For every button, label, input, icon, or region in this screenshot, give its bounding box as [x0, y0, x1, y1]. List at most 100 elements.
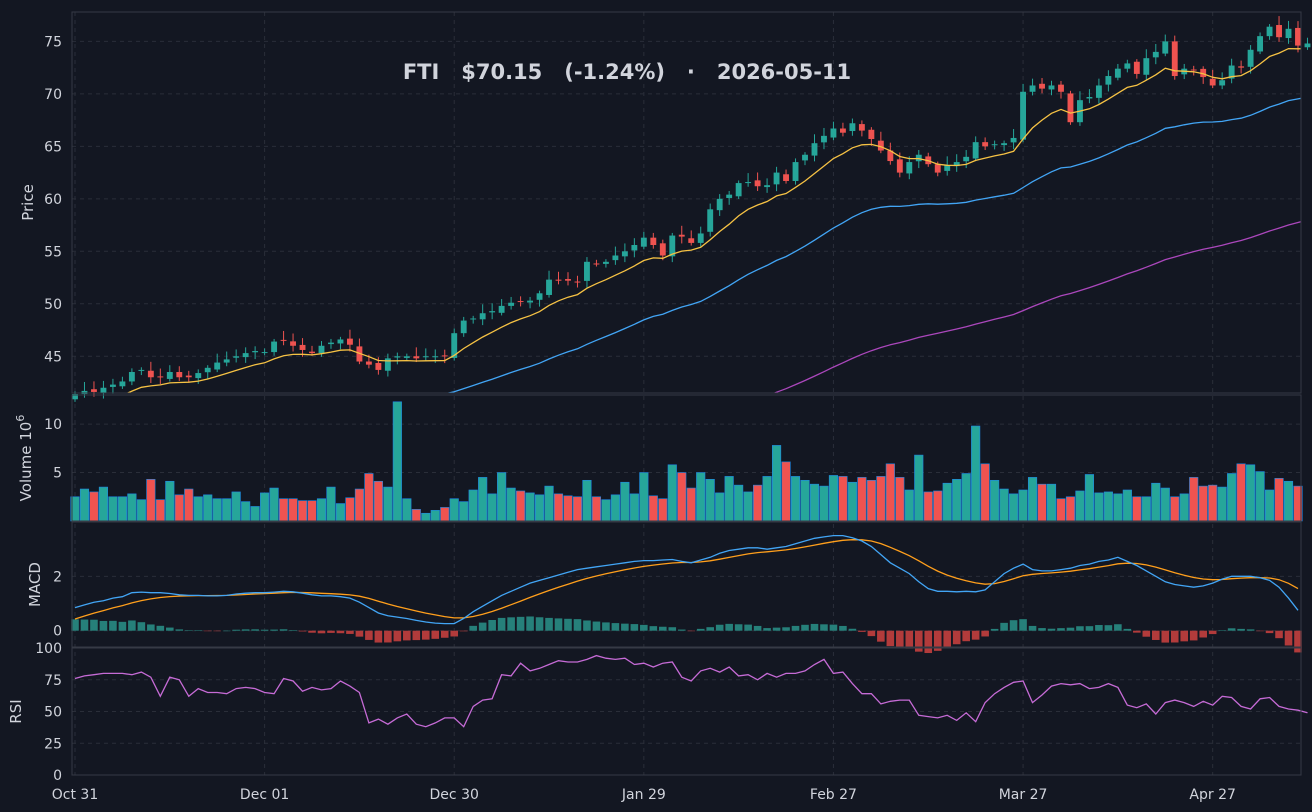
volume-bar [838, 476, 848, 522]
candle-body [678, 234, 685, 237]
macd-histogram-bar [659, 626, 667, 631]
macd-histogram-bar [554, 618, 563, 631]
macd-histogram-bar [118, 621, 127, 631]
candle-body [726, 194, 733, 198]
volume-bar [544, 485, 554, 522]
candle-body [451, 333, 458, 358]
volume-bar [354, 488, 364, 522]
volume-bar [1283, 480, 1294, 522]
candle-body [1257, 36, 1264, 52]
volume-bar [165, 480, 175, 522]
volume-bar [819, 485, 829, 522]
macd-histogram-bar [222, 630, 231, 632]
candle-body [109, 384, 116, 387]
candle-body [1162, 41, 1169, 54]
macd-histogram-bar [80, 619, 89, 631]
volume-bar [1132, 496, 1142, 522]
macd-histogram-bar [488, 619, 496, 631]
volume-bar [1094, 492, 1104, 522]
candle-body [1039, 83, 1045, 89]
macd-histogram-bar [270, 629, 278, 631]
volume-bar [601, 499, 611, 522]
volume-bar [335, 503, 346, 522]
candle-body [81, 390, 88, 395]
volume-bar [800, 479, 810, 522]
rsi-y-tick-label: 100 [35, 641, 62, 657]
volume-bar [1122, 489, 1132, 522]
macd-histogram-bar [1028, 625, 1037, 631]
macd-histogram-bar [839, 625, 847, 631]
candle-body [792, 162, 799, 181]
macd-histogram-bar [1066, 627, 1075, 631]
candle-body [1295, 27, 1301, 46]
volume-bar [857, 477, 867, 522]
volume-bar [184, 488, 194, 522]
volume-bar [193, 496, 203, 522]
macd-histogram-bar [507, 617, 515, 631]
ticker-symbol: FTI [403, 60, 439, 84]
volume-bar [79, 488, 90, 522]
volume-bar [440, 507, 450, 522]
candle-body [280, 339, 287, 341]
volume-bar [534, 494, 545, 522]
macd-histogram-bar [147, 624, 155, 631]
macd-histogram-bar [346, 630, 354, 634]
candle-body [1105, 76, 1112, 85]
candle-body [328, 342, 334, 345]
volume-bar [269, 487, 279, 522]
volume-bar [1236, 463, 1246, 522]
volume-bar [809, 483, 820, 522]
volume-bar [677, 472, 687, 522]
macd-histogram-bar [1218, 630, 1226, 631]
volume-bar [506, 487, 516, 522]
rsi-y-tick-label: 0 [53, 768, 62, 784]
candle-body [716, 198, 723, 211]
candle-body [1124, 63, 1131, 69]
candle-body [536, 293, 543, 300]
candle-body [1020, 91, 1027, 140]
candle-body [1095, 85, 1102, 98]
rsi-y-tick-label: 50 [44, 705, 62, 721]
candle-body [849, 123, 856, 132]
candle-body [337, 339, 344, 344]
volume-bar [1246, 464, 1256, 522]
candle-body [839, 128, 846, 133]
volume-bar [734, 484, 744, 522]
candle-body [1200, 68, 1207, 78]
volume-bar [942, 482, 952, 522]
candle-body [375, 362, 382, 370]
candle-body [138, 369, 145, 371]
volume-bar [1189, 477, 1199, 522]
title-separator: · [687, 60, 695, 84]
volume-bar [241, 501, 251, 522]
volume-bar [658, 498, 668, 522]
volume-bar [971, 425, 981, 522]
volume-bar [1198, 485, 1208, 522]
volume-bar [1065, 496, 1076, 522]
rsi-line [74, 654, 1308, 728]
macd-histogram-bar [459, 630, 468, 632]
candle-body [621, 251, 628, 257]
volume-bar [914, 454, 924, 522]
candle-body [271, 341, 278, 353]
macd-histogram-bar [450, 630, 459, 637]
candle-body [1029, 85, 1036, 92]
macd-histogram-bar [175, 629, 184, 631]
volume-bar [1227, 473, 1237, 522]
candle-body [764, 185, 771, 188]
candle-body [754, 180, 761, 187]
macd-y-tick-label: 0 [53, 624, 62, 640]
macd-histogram-bar [469, 625, 477, 631]
volume-bar [1018, 489, 1028, 522]
volume-bar [89, 491, 99, 522]
volume-bars [70, 401, 1303, 522]
macd-histogram-bar [924, 630, 933, 654]
candle-body [783, 174, 789, 181]
candle-body [640, 237, 647, 247]
volume-bar [667, 464, 677, 522]
volume-bar [1075, 490, 1085, 522]
volume-bar [326, 486, 336, 522]
candle-body [602, 261, 609, 264]
candle-body [119, 381, 126, 387]
